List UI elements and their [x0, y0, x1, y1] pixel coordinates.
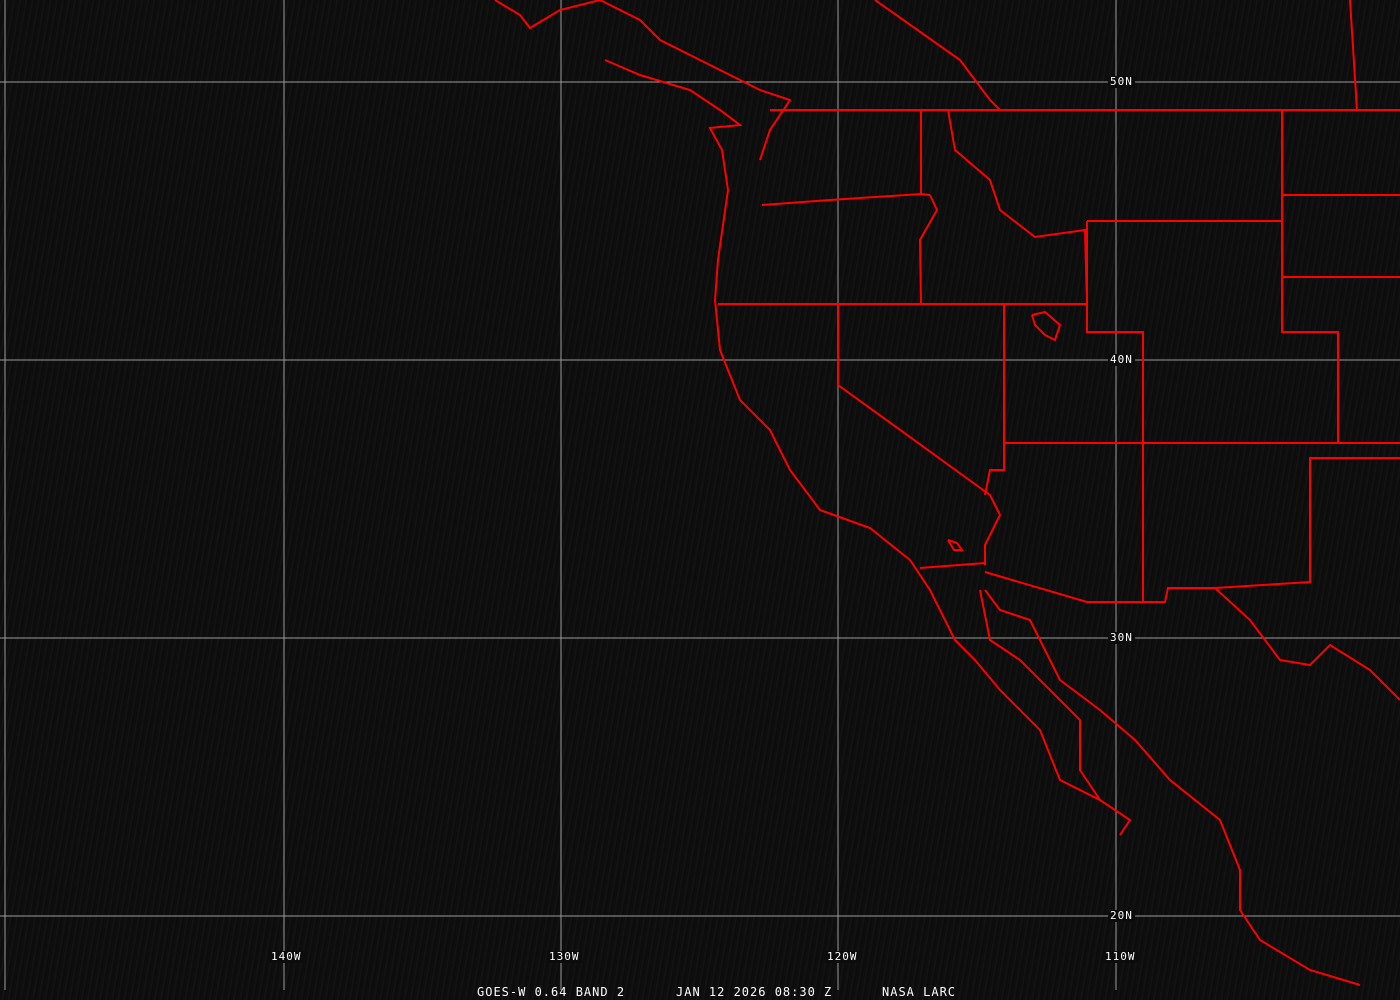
- bc-alberta-border: [874, 0, 1001, 111]
- lat-label-50n: 50N: [1108, 75, 1135, 88]
- pacific-coastline: [604, 59, 1132, 836]
- alberta-sask-border: [1349, 0, 1358, 111]
- california-mexico-border: [919, 562, 986, 569]
- lon-label-130w: 130W: [547, 950, 582, 963]
- new-mexico-east-border: [1214, 457, 1400, 589]
- lat-label-40n: 40N: [1108, 353, 1135, 366]
- california-nevada-border: [837, 304, 1002, 565]
- lat-label-30n: 30N: [1108, 631, 1135, 644]
- great-salt-lake: [1031, 310, 1062, 342]
- arizona-mexico-border: [984, 571, 1400, 701]
- lon-label-110w: 110W: [1103, 950, 1138, 963]
- oregon-washington-border: [761, 192, 931, 206]
- caption-sensor: GOES-W 0.64 BAND 2: [477, 985, 626, 999]
- caption-datetime: JAN 12 2026 08:30 Z: [676, 985, 833, 999]
- oregon-idaho-border: [918, 194, 939, 305]
- idaho-montana-border: [947, 109, 1088, 305]
- image-caption: GOES-W 0.64 BAND 2 JAN 12 2026 08:30 Z N…: [0, 985, 1400, 999]
- boundaries: [494, 0, 1400, 986]
- salton-sea: [947, 539, 964, 551]
- utah-borders: [1086, 221, 1144, 602]
- lon-label-140w: 140W: [269, 950, 304, 963]
- wyoming-borders: [1087, 220, 1339, 443]
- nevada-arizona-border: [984, 304, 1005, 496]
- caption-credit: NASA LARC: [882, 985, 957, 999]
- gulf-of-california-baja-coast: [979, 589, 1101, 801]
- lon-label-120w: 120W: [825, 950, 860, 963]
- lat-label-20n: 20N: [1108, 909, 1135, 922]
- vancouver-island-coast: [494, 0, 792, 161]
- mexico-mainland-coast: [984, 589, 1361, 986]
